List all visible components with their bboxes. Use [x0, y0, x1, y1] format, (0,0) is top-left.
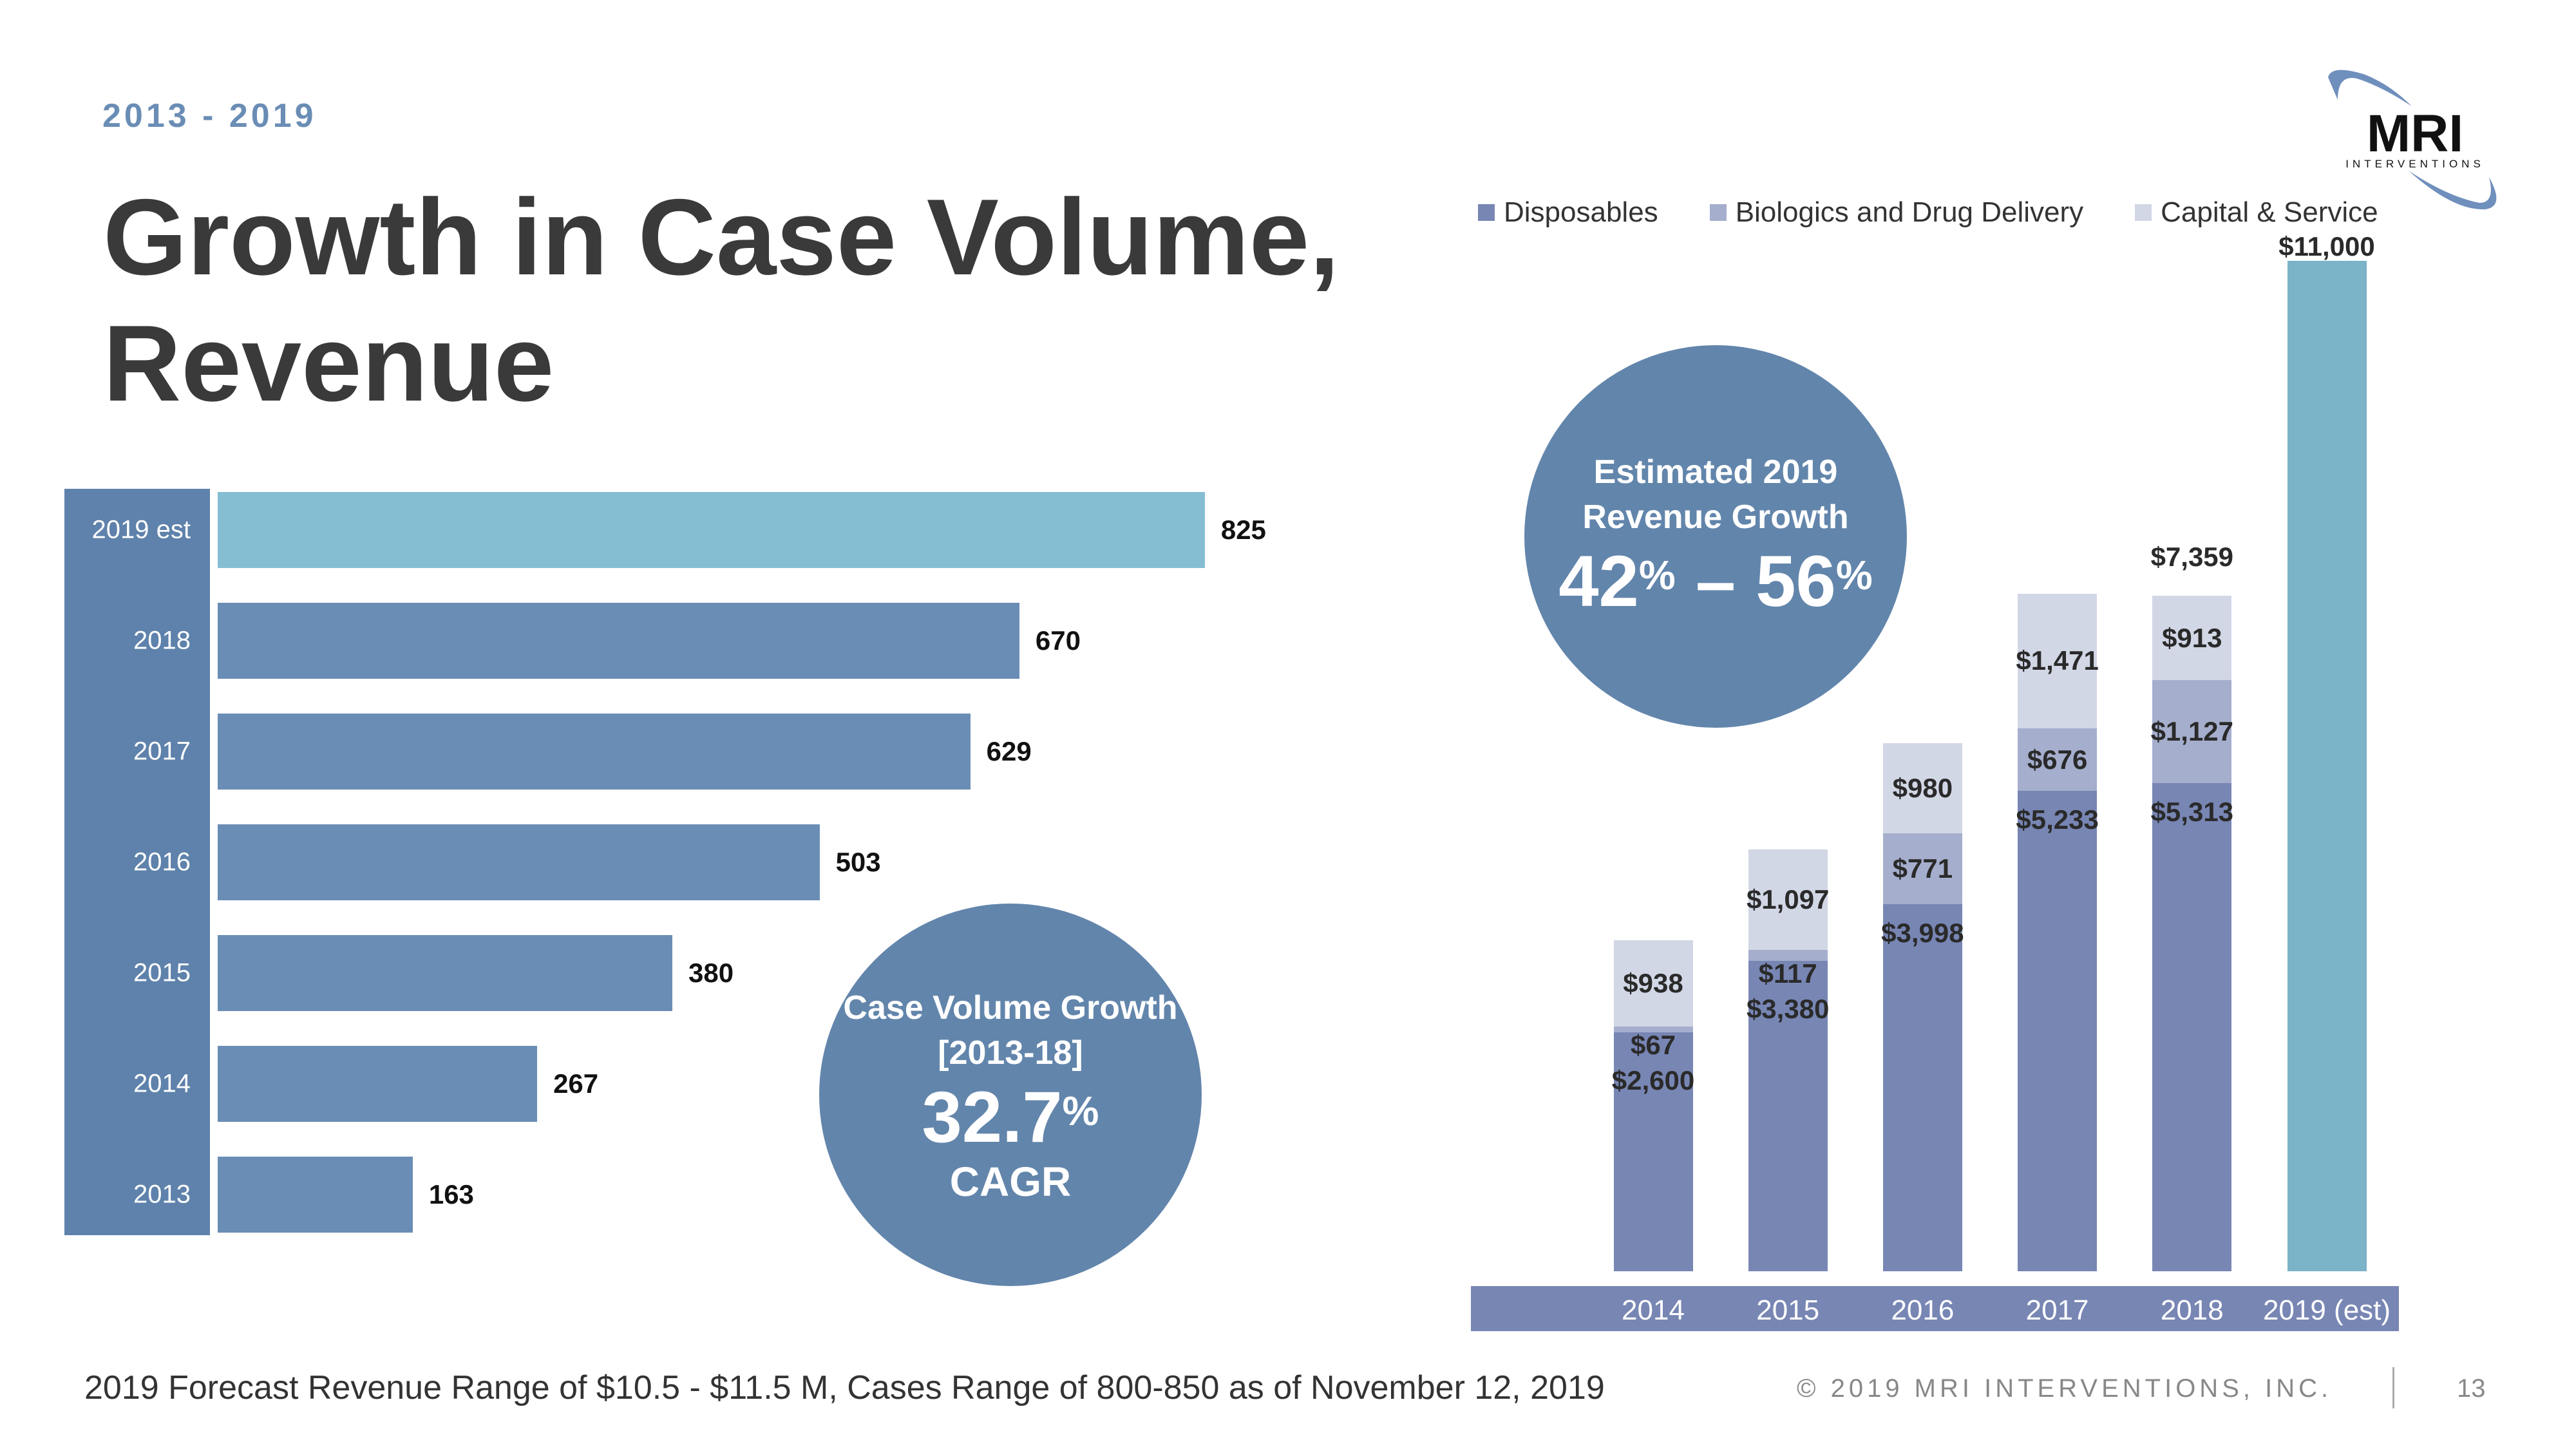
data-label: $5,233	[2016, 804, 2099, 835]
bar-segment-disposables	[1613, 1032, 1693, 1271]
data-label: $1,471	[2016, 645, 2099, 676]
legend-swatch	[2135, 204, 2152, 221]
legend: Disposables Biologics and Drug Delivery Ca…	[1478, 196, 2378, 229]
revenue-growth-badge: Estimated 2019 Revenue Growth 42% – 56%	[1524, 345, 1907, 728]
x-tick-label: 2014	[1622, 1294, 1685, 1326]
data-label: $938	[1623, 967, 1683, 998]
x-tick-label: 2016	[1891, 1294, 1955, 1326]
data-label: $676	[2027, 744, 2088, 775]
data-label: $3,380	[1746, 994, 1830, 1024]
bar-segment-capital	[1882, 743, 1962, 833]
total-label: $7,359	[2150, 542, 2234, 573]
legend-item: Capital & Service	[2135, 196, 2378, 229]
mri-logo: MRI INTERVENTIONS	[2328, 70, 2497, 210]
data-label: $980	[1892, 773, 1953, 804]
bar-2018	[218, 603, 1019, 679]
x-axis-band	[1471, 1286, 2399, 1331]
year-label: 2016	[133, 848, 191, 876]
data-label: $2,600	[1611, 1065, 1695, 1096]
copyright: © 2019 MRI INTERVENTIONS, INC.	[1797, 1374, 2333, 1403]
footer-divider	[2392, 1367, 2394, 1408]
bar-2015	[218, 935, 673, 1011]
bar-estimate	[2287, 261, 2367, 1271]
badge-line-2: Revenue Growth	[1582, 498, 1849, 536]
bar-segment-biologics	[2018, 728, 2098, 791]
year-axis-column	[64, 489, 210, 1235]
legend-item: Biologics and Drug Delivery	[1709, 196, 2084, 229]
bar-2019-est	[218, 492, 1205, 568]
value-label: 670	[1035, 625, 1081, 656]
year-label: 2013	[133, 1180, 191, 1209]
title-line-1: Growth in Case Volume,	[103, 176, 1340, 298]
bar-2014	[218, 1046, 538, 1122]
bar-2013	[218, 1157, 413, 1233]
data-label: $67	[1630, 1030, 1676, 1061]
value-label: 825	[1220, 515, 1266, 545]
year-label: 2017	[133, 737, 191, 766]
value-label: 629	[986, 736, 1032, 766]
value-label: 503	[835, 847, 881, 877]
bar-segment-biologics	[1882, 833, 1962, 904]
bar-2017	[218, 714, 971, 790]
bar-segment-disposables	[1882, 904, 1962, 1271]
bar-segment-capital	[1748, 849, 1828, 951]
year-label: 2018	[133, 626, 191, 655]
x-tick-label: 2017	[2025, 1294, 2089, 1326]
data-label: $5,313	[2150, 797, 2234, 828]
x-tick-label: 2015	[1756, 1294, 1820, 1326]
data-label: $771	[1892, 853, 1953, 884]
data-label: $1,097	[1746, 884, 1830, 915]
bar-segment-biologics	[2152, 679, 2232, 784]
x-tick-label: 2018	[2160, 1294, 2224, 1326]
bar-segment-biologics	[1748, 950, 1828, 961]
bar-segment-disposables	[2152, 783, 2232, 1271]
year-label: 2014	[133, 1069, 191, 1098]
bar-segment-capital	[2152, 596, 2232, 680]
logo-text: MRI	[2367, 104, 2463, 163]
footer-note: 2019 Forecast Revenue Range of $10.5 - $…	[84, 1369, 1605, 1406]
badge-line-1: Case Volume Growth	[843, 989, 1178, 1027]
bar-2016	[218, 824, 820, 900]
bar-segment-disposables	[2018, 790, 2098, 1271]
cagr-value: 32.7%	[922, 1077, 1099, 1157]
case-volume-growth-badge: Case Volume Growth [2013-18] 32.7% CAGR	[819, 904, 1202, 1286]
year-label: 2015	[133, 958, 191, 987]
growth-range: 42% – 56%	[1558, 541, 1873, 621]
legend-item: Disposables	[1478, 196, 1658, 229]
bar-segment-disposables	[1748, 961, 1828, 1271]
total-label: $11,000	[2278, 231, 2375, 262]
value-label: 163	[428, 1179, 474, 1209]
bar-segment-capital	[2018, 593, 2098, 729]
page-title: Growth in Case Volume, Revenue	[103, 174, 1340, 426]
data-label: $117	[1758, 958, 1817, 989]
badge-line-2: [2013-18]	[938, 1034, 1083, 1072]
legend-label: Capital & Service	[2161, 196, 2378, 228]
data-label: $1,127	[2150, 716, 2234, 746]
value-label: 380	[688, 958, 734, 988]
data-label: $913	[2162, 622, 2222, 653]
legend-label: Disposables	[1504, 196, 1658, 228]
logo-subtext: INTERVENTIONS	[2345, 158, 2485, 170]
x-tick-label: 2019 (est)	[2262, 1294, 2391, 1326]
legend-label: Biologics and Drug Delivery	[1735, 196, 2084, 228]
legend-swatch	[1478, 204, 1495, 221]
legend-swatch	[1709, 204, 1727, 221]
badge-line-1: Estimated 2019	[1593, 453, 1838, 491]
page-number: 13	[2457, 1374, 2486, 1403]
badge-line-4: CAGR	[949, 1159, 1072, 1205]
subtitle: 2013 - 2019	[102, 97, 317, 135]
data-label: $3,998	[1881, 917, 1964, 948]
year-label: 2019 est	[91, 515, 191, 544]
title-line-2: Revenue	[103, 303, 554, 424]
bar-segment-biologics	[1613, 1026, 1693, 1033]
value-label: 267	[553, 1068, 599, 1099]
bar-segment-capital	[1613, 940, 1693, 1027]
